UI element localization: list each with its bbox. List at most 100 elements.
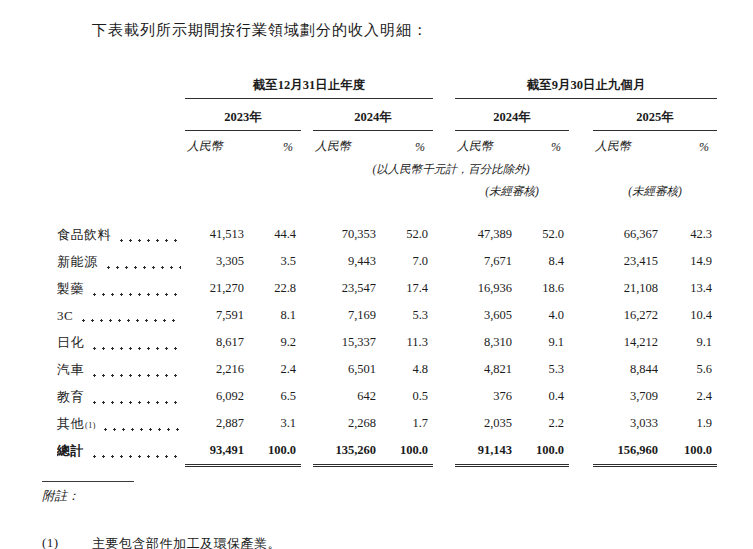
col-header-pct: %	[249, 131, 301, 158]
cell-value: 16,936	[455, 275, 517, 302]
cell-value: 8,310	[455, 329, 517, 356]
cell-value: 8,617	[185, 329, 249, 356]
cell-value: 156,960	[593, 437, 663, 466]
section-header-row: 截至12月31日止年度 截至9月30日止九個月	[57, 68, 717, 99]
table-row: 新能源 3,305 3.5 9,443 7.0 7,671 8.4 23,415…	[57, 248, 717, 275]
cell-value: 21,108	[593, 275, 663, 302]
cell-value: 5.3	[517, 356, 569, 383]
row-label: 汽車	[57, 361, 84, 379]
cell-value: 47,389	[455, 221, 517, 248]
intro-text: 下表載列所示期間按行業領域劃分的收入明細：	[92, 20, 753, 40]
cell-value: 6.5	[249, 383, 301, 410]
cell-value: 1.7	[381, 410, 433, 437]
cell-value: 22.8	[249, 275, 301, 302]
unaudited-note: (未經審核)	[593, 177, 717, 199]
year-header-2023: 2023年	[185, 99, 301, 131]
footnote-text: 主要包含部件加工及環保產業。	[92, 535, 281, 549]
cell-value: 376	[455, 383, 517, 410]
table-row: 3C 7,591 8.1 7,169 5.3 3,605 4.0 16,272 …	[57, 302, 717, 329]
cell-value: 4.0	[517, 302, 569, 329]
table-row: 食品飲料 41,513 44.4 70,353 52.0 47,389 52.0…	[57, 221, 717, 248]
cell-value: 15,337	[313, 329, 381, 356]
dot-leader	[90, 286, 181, 298]
col-header-rmb: 人民幣	[593, 131, 663, 158]
cell-value: 100.0	[381, 437, 433, 466]
cell-value: 11.3	[381, 329, 433, 356]
unit-note: (以人民幣千元計，百分比除外)	[185, 157, 717, 177]
year-header-2025: 2025年	[593, 99, 717, 131]
cell-value: 0.4	[517, 383, 569, 410]
cell-value: 52.0	[517, 221, 569, 248]
table-row: 汽車 2,216 2.4 6,501 4.8 4,821 5.3 8,844 5…	[57, 356, 717, 383]
footnotes-section: 附註： (1) 主要包含部件加工及環保產業。	[42, 481, 753, 549]
cell-value: 100.0	[517, 437, 569, 466]
row-label: 製藥	[57, 280, 84, 298]
cell-value: 42.3	[663, 221, 717, 248]
cell-value: 18.6	[517, 275, 569, 302]
revenue-table: 截至12月31日止年度 截至9月30日止九個月 2023年 2024年 2024…	[57, 68, 717, 467]
cell-value: 642	[313, 383, 381, 410]
year-header-2024-9m: 2024年	[455, 99, 569, 131]
col-header-rmb: 人民幣	[455, 131, 517, 158]
cell-value: 70,353	[313, 221, 381, 248]
cell-value: 23,415	[593, 248, 663, 275]
section-header-nine-month: 截至9月30日止九個月	[455, 68, 717, 99]
row-label: 日化	[57, 334, 84, 352]
unit-note-row: (以人民幣千元計，百分比除外)	[57, 157, 717, 177]
table-row: 總計 93,491 100.0 135,260 100.0 91,143 100…	[57, 437, 717, 466]
cell-value: 13.4	[663, 275, 717, 302]
cell-value: 3.5	[249, 248, 301, 275]
cell-value: 14,212	[593, 329, 663, 356]
cell-value: 8.4	[517, 248, 569, 275]
cell-value: 9.2	[249, 329, 301, 356]
cell-value: 7.0	[381, 248, 433, 275]
cell-value: 21,270	[185, 275, 249, 302]
table-row: 製藥 21,270 22.8 23,547 17.4 16,936 18.6 2…	[57, 275, 717, 302]
cell-value: 93,491	[185, 437, 249, 466]
row-label: 教育	[57, 388, 84, 406]
cell-value: 6,501	[313, 356, 381, 383]
dot-leader	[104, 259, 182, 271]
cell-value: 10.4	[663, 302, 717, 329]
cell-value: 2,268	[313, 410, 381, 437]
cell-value: 4.8	[381, 356, 433, 383]
column-header-row: 人民幣 % 人民幣 % 人民幣 % 人民幣 %	[57, 131, 717, 158]
col-header-pct: %	[517, 131, 569, 158]
footnote-marker: (1)	[42, 535, 92, 549]
cell-value: 2.4	[249, 356, 301, 383]
col-header-rmb: 人民幣	[313, 131, 381, 158]
dot-leader	[90, 448, 181, 460]
dot-leader	[101, 421, 181, 433]
cell-value: 8,844	[593, 356, 663, 383]
cell-value: 100.0	[249, 437, 301, 466]
cell-value: 3.1	[249, 410, 301, 437]
footnote-divider	[42, 481, 134, 482]
table-body: 食品飲料 41,513 44.4 70,353 52.0 47,389 52.0…	[57, 221, 717, 466]
unaudited-note-row: (未經審核) (未經審核)	[57, 177, 717, 199]
cell-value: 2,216	[185, 356, 249, 383]
row-label: 其他	[57, 415, 84, 433]
cell-value: 91,143	[455, 437, 517, 466]
cell-value: 5.6	[663, 356, 717, 383]
table-row: 其他(1) 2,887 3.1 2,268 1.7 2,035 2.2 3,03…	[57, 410, 717, 437]
cell-value: 9.1	[517, 329, 569, 356]
cell-value: 16,272	[593, 302, 663, 329]
cell-value: 52.0	[381, 221, 433, 248]
col-header-pct: %	[381, 131, 433, 158]
dot-leader	[90, 394, 181, 406]
row-label: 新能源	[57, 253, 98, 271]
cell-value: 9.1	[663, 329, 717, 356]
cell-value: 2.2	[517, 410, 569, 437]
cell-value: 8.1	[249, 302, 301, 329]
cell-value: 23,547	[313, 275, 381, 302]
cell-value: 3,305	[185, 248, 249, 275]
footnotes-heading: 附註：	[42, 488, 753, 505]
cell-value: 5.3	[381, 302, 433, 329]
cell-value: 7,671	[455, 248, 517, 275]
cell-value: 14.9	[663, 248, 717, 275]
dot-leader	[90, 340, 181, 352]
cell-value: 41,513	[185, 221, 249, 248]
cell-value: 7,591	[185, 302, 249, 329]
cell-value: 44.4	[249, 221, 301, 248]
cell-value: 2,887	[185, 410, 249, 437]
